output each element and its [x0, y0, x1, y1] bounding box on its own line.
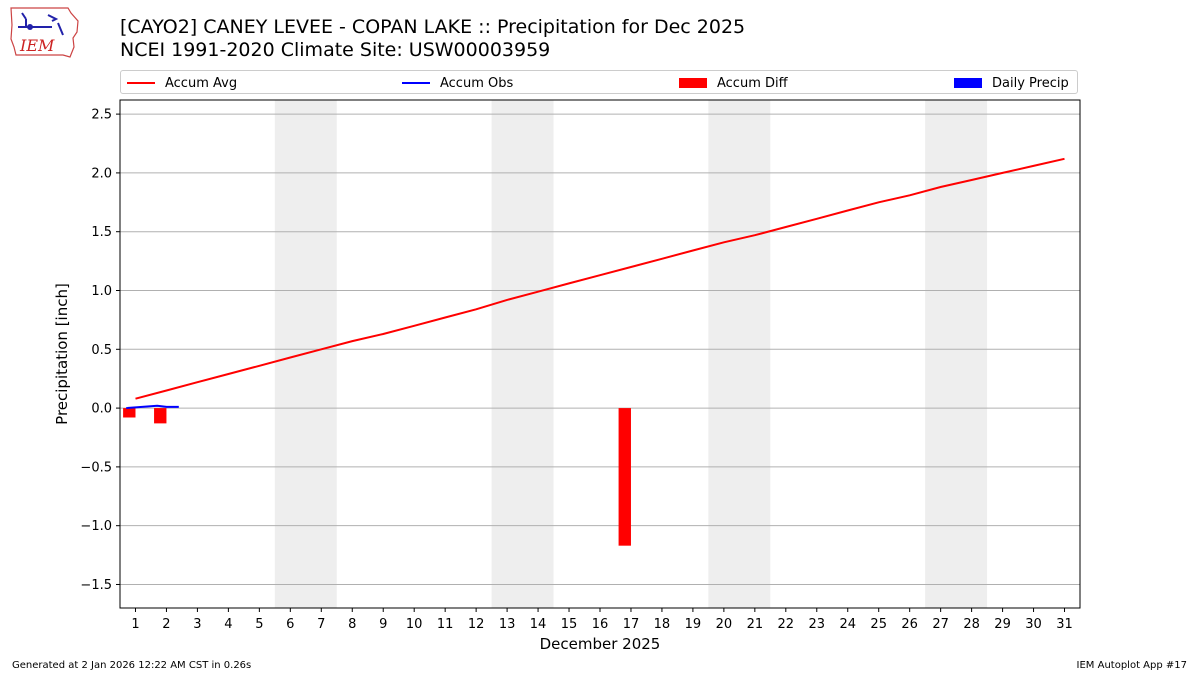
x-tick-label: 7 [317, 617, 325, 632]
y-axis-ticks: 2.5 2.0 1.5 1.0 0.5 0.0 −0.5 −1.0 −1.5 [80, 108, 120, 593]
legend-swatch-accum-diff [679, 78, 707, 88]
y-tick-label: −1.0 [80, 519, 112, 534]
x-tick-label: 20 [716, 617, 733, 632]
x-tick-label: 9 [379, 617, 387, 632]
legend-label-accum-diff: Accum Diff [717, 75, 788, 91]
title-line-1: [CAYO2] CANEY LEVEE - COPAN LAKE :: Prec… [120, 16, 746, 38]
x-axis-label: December 2025 [540, 635, 661, 653]
x-tick-label: 21 [747, 617, 764, 632]
y-tick-label: 1.0 [91, 284, 112, 299]
x-tick-label: 25 [870, 617, 887, 632]
legend-swatch-accum-avg [127, 82, 155, 84]
logo-text: IEM [19, 36, 55, 55]
x-tick-label: 29 [994, 617, 1011, 632]
weekend-shading [274, 100, 988, 608]
generated-timestamp: Generated at 2 Jan 2026 12:22 AM CST in … [12, 660, 252, 671]
x-tick-label: 22 [778, 617, 795, 632]
x-tick-label: 16 [592, 617, 609, 632]
chart-title: [CAYO2] CANEY LEVEE - COPAN LAKE :: Prec… [120, 16, 745, 62]
x-tick-label: 5 [255, 617, 263, 632]
x-tick-label: 27 [932, 617, 949, 632]
x-tick-label: 18 [654, 617, 671, 632]
legend-item-accum-diff: Accum Diff [679, 74, 788, 92]
iem-logo: IEM [10, 7, 79, 58]
x-tick-label: 19 [685, 617, 702, 632]
x-tick-label: 30 [1025, 617, 1042, 632]
x-tick-label: 11 [437, 617, 454, 632]
accum-diff-bar [618, 408, 631, 546]
y-tick-label: 0.5 [91, 343, 112, 358]
app-id-label: IEM Autoplot App #17 [1076, 660, 1187, 671]
x-tick-label: 12 [468, 617, 485, 632]
x-tick-label: 26 [901, 617, 918, 632]
x-tick-label: 28 [963, 617, 980, 632]
legend-label-accum-obs: Accum Obs [440, 75, 514, 91]
iowa-state-outline [10, 7, 79, 58]
weekend-band [708, 100, 771, 608]
x-tick-label: 14 [530, 617, 547, 632]
weekend-band [491, 100, 554, 608]
chart-legend: Accum Avg Accum Obs Accum Diff Daily Pre… [120, 70, 1078, 94]
legend-item-daily-precip: Daily Precip [954, 74, 1069, 92]
y-tick-label: −0.5 [80, 460, 112, 475]
accum-diff-bar [123, 408, 136, 418]
legend-item-accum-obs: Accum Obs [402, 74, 513, 92]
y-axis-label: Precipitation [inch] [53, 283, 71, 425]
grid-lines [120, 113, 1080, 585]
accum-diff-bar [154, 408, 167, 424]
legend-label-daily-precip: Daily Precip [992, 75, 1069, 91]
x-tick-label: 1 [131, 617, 139, 632]
legend-swatch-accum-obs [402, 82, 430, 84]
station-dot-icon [27, 24, 33, 30]
x-tick-label: 23 [809, 617, 826, 632]
accum-avg-line [135, 157, 1065, 400]
y-tick-label: 1.5 [91, 225, 112, 240]
x-tick-label: 3 [193, 617, 201, 632]
y-tick-label: 0.0 [91, 402, 112, 417]
accum-diff-bars [123, 408, 631, 546]
x-tick-label: 8 [348, 617, 356, 632]
title-line-2: NCEI 1991-2020 Climate Site: USW00003959 [120, 39, 551, 61]
legend-item-accum-avg: Accum Avg [127, 74, 237, 92]
x-tick-label: 13 [499, 617, 516, 632]
legend-label-accum-avg: Accum Avg [165, 75, 238, 91]
x-axis-ticks: 1 2 3 4 5 6 7 8 9 10 11 12 13 14 15 16 17 18 19 20 21 22 23 24 2… [131, 608, 1073, 632]
x-tick-label: 2 [162, 617, 170, 632]
x-tick-label: 31 [1056, 617, 1073, 632]
x-tick-label: 24 [839, 617, 856, 632]
series-lines [126, 157, 1065, 410]
y-tick-label: −1.5 [80, 578, 112, 593]
y-tick-label: 2.0 [91, 166, 112, 181]
x-tick-label: 10 [406, 617, 423, 632]
x-tick-label: 17 [623, 617, 640, 632]
legend-swatch-daily-precip [954, 78, 982, 88]
x-tick-label: 4 [224, 617, 232, 632]
x-tick-label: 15 [561, 617, 578, 632]
x-tick-label: 6 [286, 617, 294, 632]
accum-obs-line [126, 404, 179, 410]
weekend-band [925, 100, 988, 608]
y-tick-label: 2.5 [91, 108, 112, 123]
